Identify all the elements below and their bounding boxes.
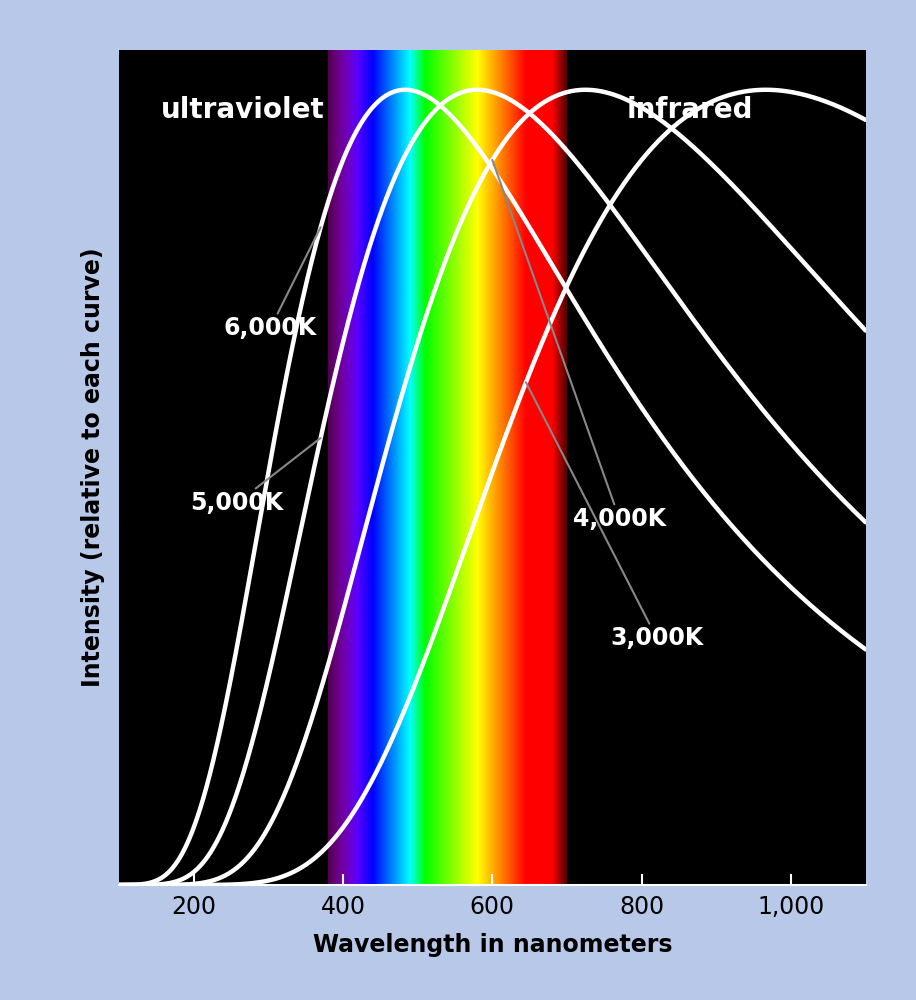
Text: 4,000K: 4,000K xyxy=(493,160,666,531)
Text: infrared: infrared xyxy=(627,96,754,124)
Text: ultraviolet: ultraviolet xyxy=(160,96,324,124)
Text: 5,000K: 5,000K xyxy=(190,438,321,515)
Text: 3,000K: 3,000K xyxy=(526,382,703,650)
Text: 6,000K: 6,000K xyxy=(224,227,321,340)
X-axis label: Wavelength in nanometers: Wavelength in nanometers xyxy=(312,933,672,957)
Y-axis label: Intensity (relative to each curve): Intensity (relative to each curve) xyxy=(82,248,105,687)
